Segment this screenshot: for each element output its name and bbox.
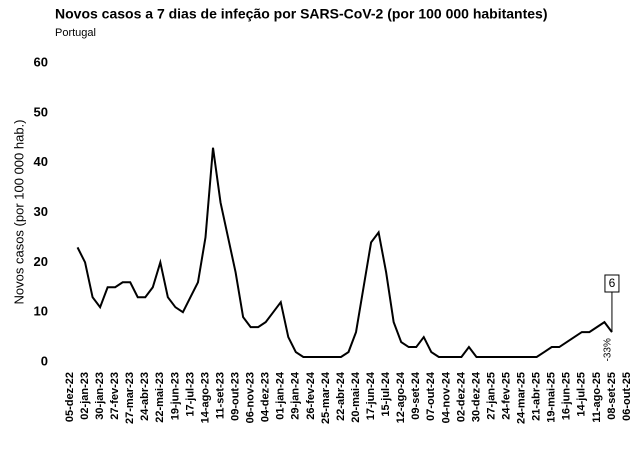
x-tick-label: 27-fev-23 <box>109 372 121 420</box>
x-tick-label: 12-ago-24 <box>395 371 407 423</box>
x-tick-label: 05-dez-22 <box>64 372 76 422</box>
x-tick-label: 30-jan-23 <box>94 372 106 420</box>
line <box>76 147 613 359</box>
x-tick-label: 02-jan-23 <box>79 372 91 420</box>
x-tick-label: 24-mar-25 <box>516 372 528 424</box>
x-tick-label: 26-fev-24 <box>305 371 317 420</box>
x-tick-label: 19-mai-25 <box>546 372 558 423</box>
x-tick-label: 11-set-23 <box>214 372 226 419</box>
x-tick-label: 09-out-23 <box>230 372 242 421</box>
x-tick-label: 04-nov-24 <box>440 371 452 423</box>
x-tick-label: 06-nov-23 <box>245 372 257 423</box>
y-tick-label: 30 <box>34 204 48 219</box>
x-tick-label: 22-mai-23 <box>154 372 166 423</box>
x-tick-label: 15-jul-24 <box>380 371 392 417</box>
x-tick-label: 14-ago-23 <box>199 372 211 423</box>
x-tick-label: 06-out-25 <box>621 372 633 421</box>
annotation-value: 6 <box>609 276 616 290</box>
x-tick-label: 08-set-25 <box>606 372 618 420</box>
y-axis-label: Novos casos (por 100 000 hab.) <box>11 120 26 305</box>
x-tick-label: 21-abr-25 <box>531 372 543 421</box>
x-tick-label: 17-jun-24 <box>365 371 377 420</box>
x-tick-label: 22-abr-24 <box>335 371 347 421</box>
x-tick-label: 24-fev-25 <box>500 372 512 420</box>
y-tick-label: 10 <box>34 304 48 319</box>
x-tick-label: 19-jun-23 <box>169 372 181 420</box>
x-tick-label: 29-jan-24 <box>290 371 302 420</box>
x-tick-label: 17-jul-23 <box>184 372 196 417</box>
x-tick-label: 01-jan-24 <box>275 371 287 420</box>
annotation-box <box>604 274 620 293</box>
x-tick-label: 02-dez-24 <box>455 371 467 422</box>
x-tick-label: 24-abr-23 <box>139 372 151 421</box>
y-tick-label: 50 <box>34 104 48 119</box>
x-tick-label: 27-jan-25 <box>485 372 497 420</box>
chart-subtitle: Portugal <box>55 27 96 39</box>
annotation-change: -33% <box>603 338 614 361</box>
x-tick-label: 11-ago-25 <box>591 372 603 423</box>
x-tick-label: 27-mar-23 <box>124 372 136 424</box>
chart-title: Novos casos a 7 dias de infeção por SARS… <box>55 6 548 22</box>
x-tick-label: 09-set-24 <box>410 371 422 420</box>
x-tick-label: 30-dez-24 <box>470 371 482 422</box>
x-tick-label: 14-jul-25 <box>576 372 588 417</box>
y-tick-label: 20 <box>34 254 48 269</box>
x-tick-label: 20-mai-24 <box>350 371 362 423</box>
x-tick-label: 04-dez-23 <box>260 372 272 422</box>
x-tick-label: 16-jun-25 <box>561 372 573 420</box>
y-tick-label: 0 <box>41 353 48 368</box>
y-tick-label: 60 <box>34 54 48 69</box>
y-tick-label: 40 <box>34 154 48 169</box>
x-tick-label: 25-mar-24 <box>320 371 332 424</box>
x-tick-label: 07-out-24 <box>425 371 437 421</box>
